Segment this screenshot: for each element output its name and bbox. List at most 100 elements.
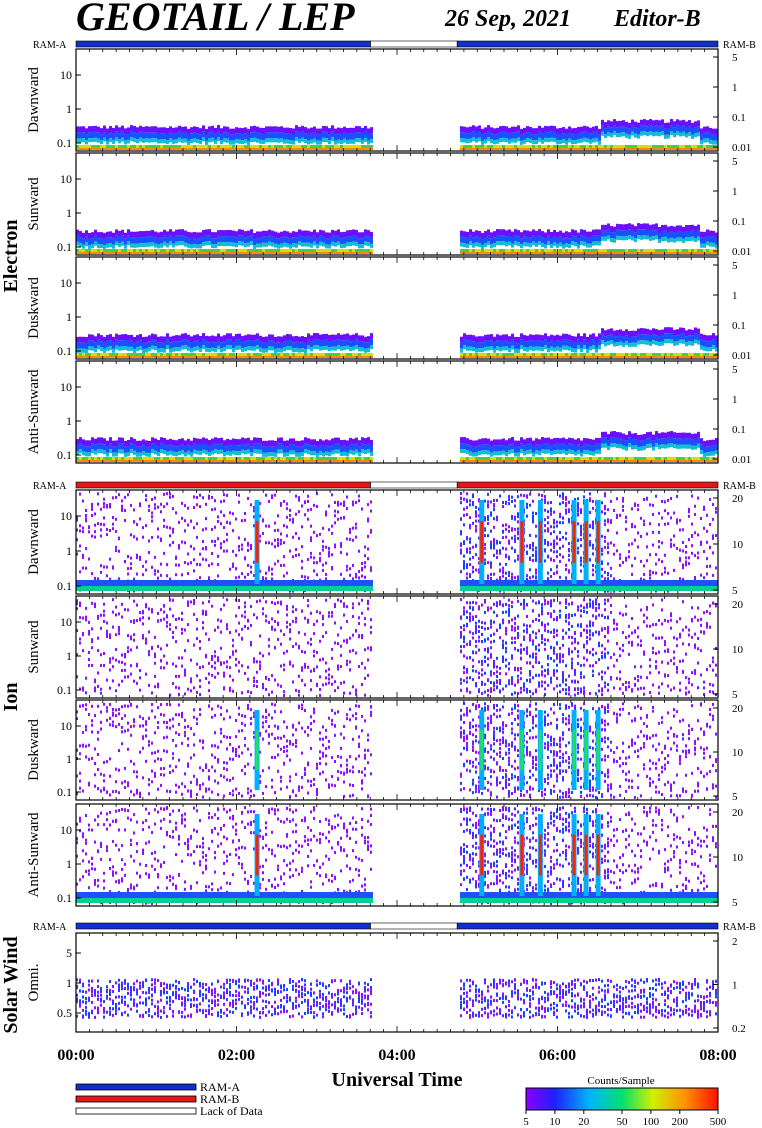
cell <box>694 333 697 340</box>
cell <box>460 517 462 521</box>
cell <box>577 145 580 149</box>
cell <box>508 356 511 358</box>
cell <box>205 502 207 506</box>
cell <box>319 252 322 254</box>
cell <box>715 341 718 348</box>
cell <box>568 340 571 347</box>
cell <box>610 127 613 134</box>
cell <box>286 356 289 358</box>
cell <box>574 348 577 353</box>
cell <box>289 249 292 253</box>
cell <box>586 138 589 143</box>
cell <box>709 249 712 253</box>
cell <box>301 242 304 247</box>
cell <box>526 252 529 254</box>
cell <box>211 444 214 451</box>
cell <box>94 444 97 451</box>
cell <box>352 577 354 581</box>
cell <box>232 356 235 358</box>
cell <box>580 452 583 457</box>
cell <box>76 518 78 522</box>
cell <box>91 449 94 454</box>
cell <box>91 232 94 239</box>
cell <box>334 521 336 525</box>
cell <box>145 524 147 528</box>
cell <box>133 336 136 343</box>
cell <box>583 241 586 246</box>
cell <box>190 249 193 253</box>
cell <box>484 237 487 244</box>
cell <box>256 231 259 238</box>
cell <box>337 586 340 591</box>
cell <box>136 139 139 144</box>
cell <box>646 328 649 335</box>
cell <box>556 243 559 248</box>
cell <box>319 445 322 452</box>
cell <box>520 232 523 239</box>
cell <box>346 586 349 591</box>
cell <box>697 148 700 150</box>
cell <box>637 134 640 139</box>
cell <box>694 225 697 232</box>
cell <box>592 333 595 340</box>
cell <box>133 148 136 150</box>
cell <box>478 148 481 150</box>
cell <box>310 536 312 540</box>
cell <box>169 543 171 547</box>
cell <box>355 145 358 149</box>
cell <box>580 235 583 242</box>
cell <box>682 432 685 439</box>
cell <box>223 126 226 133</box>
cell <box>97 460 100 462</box>
cell <box>313 235 316 242</box>
cell <box>343 126 346 133</box>
cell <box>109 237 112 244</box>
cell <box>676 444 679 449</box>
cell <box>673 444 676 449</box>
cell <box>523 445 526 452</box>
cell <box>658 330 661 337</box>
cell <box>574 457 577 461</box>
figure-title: GEOTAIL / LEP <box>76 0 355 39</box>
cell <box>175 249 178 253</box>
cell <box>181 235 184 242</box>
cell <box>241 342 244 349</box>
cell <box>238 133 241 140</box>
cell <box>466 249 469 253</box>
cell <box>124 586 127 591</box>
cell <box>571 444 574 451</box>
cell <box>283 335 286 342</box>
cell <box>106 148 109 150</box>
cell <box>193 126 196 133</box>
cell <box>694 252 697 254</box>
cell <box>691 457 694 461</box>
cell <box>316 573 318 577</box>
cell <box>706 252 709 254</box>
cell <box>295 341 298 348</box>
cell <box>625 133 628 138</box>
cell <box>91 356 94 358</box>
cell <box>472 125 475 132</box>
cell <box>610 238 613 243</box>
cell <box>361 347 364 352</box>
cell <box>175 133 178 140</box>
cell <box>280 348 283 353</box>
cell <box>82 252 85 254</box>
cell <box>172 133 175 140</box>
cell <box>217 554 219 558</box>
cell <box>112 460 115 462</box>
cell <box>670 225 673 232</box>
cell <box>580 249 583 253</box>
cell <box>313 145 316 149</box>
cell <box>76 451 79 456</box>
cell <box>160 145 163 149</box>
cell <box>484 231 487 238</box>
cell <box>346 145 349 149</box>
cell <box>253 443 256 450</box>
cell <box>91 580 94 586</box>
cell <box>481 249 484 253</box>
cell <box>598 356 601 358</box>
cell <box>673 238 676 243</box>
cell <box>310 148 313 150</box>
cell <box>316 534 318 538</box>
